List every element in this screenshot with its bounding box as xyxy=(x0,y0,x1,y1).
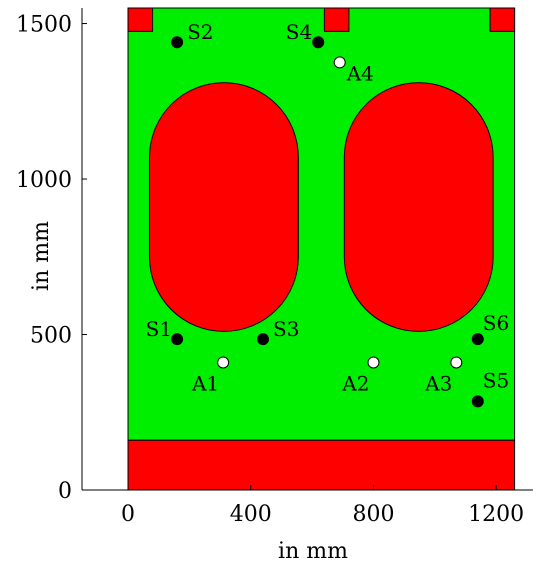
point-label-A3: A3 xyxy=(424,372,452,396)
x-tick-label: 800 xyxy=(352,502,394,527)
point-S3 xyxy=(257,333,270,346)
region-obstacle-right xyxy=(343,82,494,332)
point-S6 xyxy=(471,333,484,346)
point-label-S2: S2 xyxy=(187,20,213,44)
point-A4 xyxy=(333,56,346,69)
point-label-A2: A2 xyxy=(341,372,369,396)
point-label-S5: S5 xyxy=(483,368,509,392)
x-axis-label: in mm xyxy=(278,539,348,564)
y-tick-label: 500 xyxy=(30,324,72,349)
region-obstacle-left xyxy=(148,82,299,332)
chart-axes-frame xyxy=(81,8,533,491)
region-top-block-middle xyxy=(323,7,350,32)
point-label-A4: A4 xyxy=(346,61,374,85)
point-S4 xyxy=(312,36,325,49)
y-tick-label: 1000 xyxy=(16,168,72,193)
x-tick-label: 1200 xyxy=(468,502,524,527)
point-label-S1: S1 xyxy=(146,317,172,341)
x-tick-label: 0 xyxy=(121,502,135,527)
point-A2 xyxy=(367,356,380,369)
x-tick-label: 400 xyxy=(230,502,272,527)
point-label-S4: S4 xyxy=(286,20,312,44)
point-S5 xyxy=(471,395,484,408)
y-tick-label: 0 xyxy=(58,479,72,504)
chart-points: S1 S2 S3 S4 S5 S6 A1 A2 A3 A4 xyxy=(146,20,509,408)
chart-ticks: 0 400 800 1200 0 500 1000 1500 xyxy=(16,13,524,527)
region-top-block-left xyxy=(127,7,154,32)
chart-regions xyxy=(127,7,516,491)
region-bottom-block xyxy=(127,439,516,491)
point-A3 xyxy=(450,356,463,369)
y-tick-label: 1500 xyxy=(16,13,72,38)
point-A1 xyxy=(217,356,230,369)
point-label-A1: A1 xyxy=(191,372,219,396)
point-S1 xyxy=(171,333,184,346)
point-label-S3: S3 xyxy=(273,317,299,341)
point-S2 xyxy=(171,36,184,49)
y-axis-label: in mm xyxy=(29,221,54,291)
point-label-S6: S6 xyxy=(483,311,509,335)
region-top-block-right xyxy=(489,7,516,32)
